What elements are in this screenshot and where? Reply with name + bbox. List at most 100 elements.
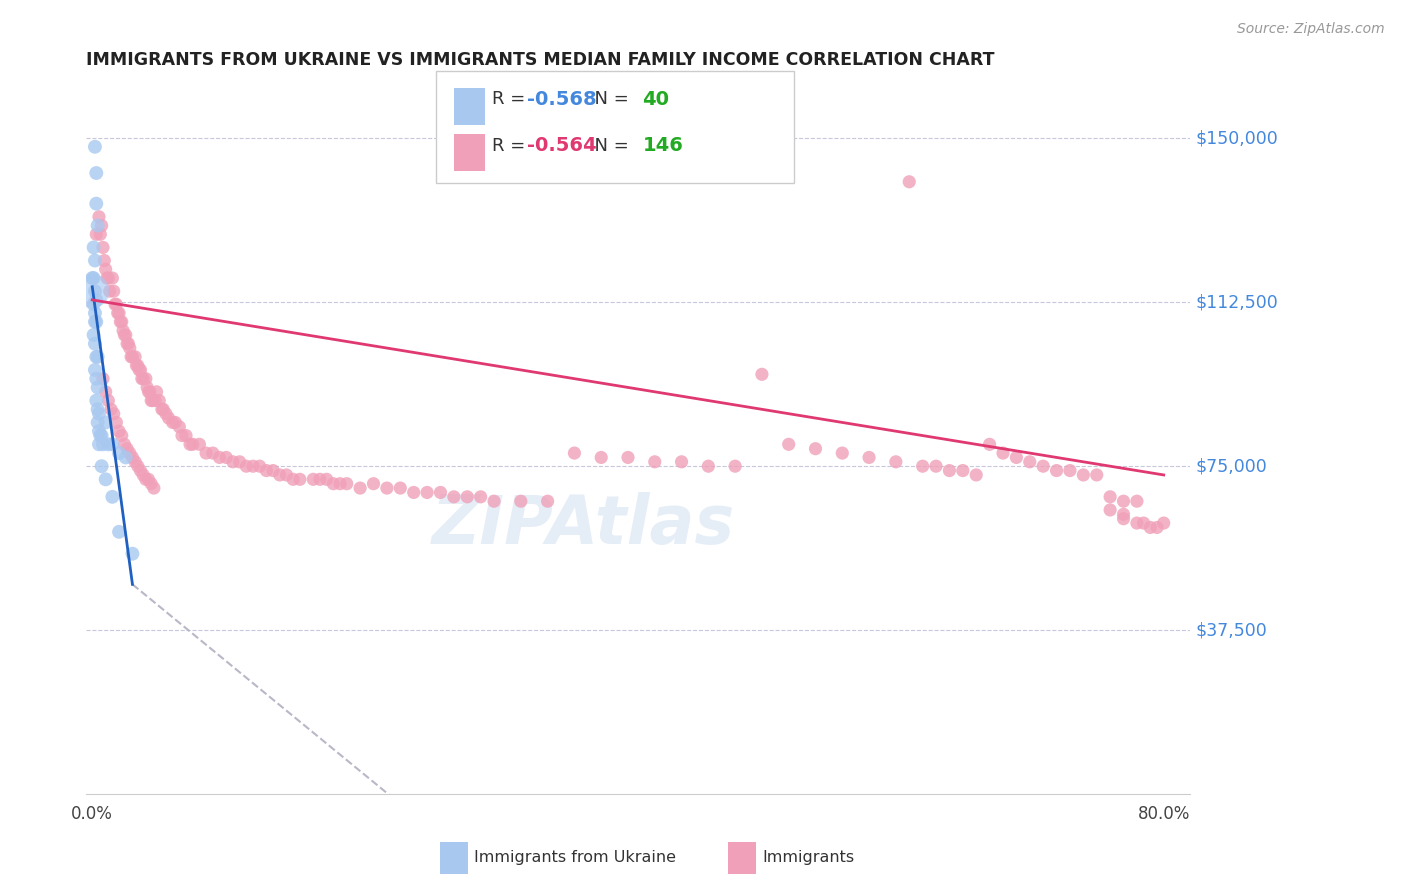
- Point: [136, 380, 159, 394]
- Point: [150, 402, 173, 417]
- Point: [105, 297, 128, 311]
- Point: [127, 459, 149, 474]
- Point: [87, 437, 110, 451]
- Text: R =: R =: [492, 136, 531, 154]
- Point: [1032, 459, 1054, 474]
- Point: [135, 472, 157, 486]
- Point: [443, 490, 465, 504]
- Point: [112, 324, 135, 338]
- Point: [111, 428, 134, 442]
- Point: [564, 446, 586, 460]
- Point: [108, 446, 131, 460]
- Point: [429, 485, 451, 500]
- Point: [222, 455, 245, 469]
- Point: [90, 459, 112, 474]
- Point: [94, 262, 117, 277]
- Point: [128, 363, 150, 377]
- Point: [965, 467, 987, 482]
- Point: [671, 455, 693, 469]
- Text: $112,500: $112,500: [1197, 293, 1278, 311]
- Point: [470, 490, 492, 504]
- Point: [751, 368, 773, 382]
- Point: [302, 472, 325, 486]
- Text: $75,000: $75,000: [1197, 458, 1268, 475]
- Point: [276, 467, 298, 482]
- Point: [269, 467, 291, 482]
- Text: $150,000: $150,000: [1197, 129, 1278, 147]
- Point: [329, 476, 352, 491]
- Point: [148, 393, 170, 408]
- Point: [911, 459, 934, 474]
- Point: [84, 315, 107, 329]
- Point: [83, 271, 105, 285]
- Point: [117, 336, 139, 351]
- Point: [979, 437, 1001, 451]
- Point: [90, 219, 112, 233]
- Point: [858, 450, 880, 465]
- Point: [617, 450, 640, 465]
- Point: [288, 472, 311, 486]
- Point: [195, 446, 218, 460]
- Point: [86, 416, 108, 430]
- Point: [115, 442, 138, 456]
- Point: [1112, 508, 1135, 522]
- Point: [884, 455, 907, 469]
- Point: [114, 327, 136, 342]
- Point: [1099, 503, 1122, 517]
- Text: R =: R =: [492, 90, 531, 109]
- Point: [121, 350, 143, 364]
- Point: [86, 380, 108, 394]
- Point: [254, 464, 277, 478]
- Point: [97, 393, 120, 408]
- Point: [87, 424, 110, 438]
- Text: N =: N =: [583, 90, 636, 109]
- Point: [262, 464, 284, 478]
- Point: [86, 350, 108, 364]
- Point: [1018, 455, 1040, 469]
- Point: [141, 476, 163, 491]
- Point: [249, 459, 271, 474]
- Point: [97, 271, 120, 285]
- Point: [174, 428, 197, 442]
- Point: [94, 472, 117, 486]
- Text: -0.564: -0.564: [527, 136, 598, 155]
- Point: [336, 476, 359, 491]
- Point: [170, 428, 193, 442]
- Point: [82, 271, 104, 285]
- Point: [375, 481, 398, 495]
- Point: [105, 416, 128, 430]
- Point: [84, 363, 107, 377]
- Point: [1132, 516, 1154, 530]
- Point: [139, 384, 162, 399]
- Point: [228, 455, 250, 469]
- Point: [152, 402, 174, 417]
- Point: [108, 524, 131, 539]
- Text: Immigrants from Ukraine: Immigrants from Ukraine: [474, 850, 676, 864]
- Point: [101, 490, 124, 504]
- Point: [84, 293, 107, 307]
- Point: [724, 459, 747, 474]
- Point: [132, 467, 155, 482]
- Point: [124, 455, 146, 469]
- Text: $37,500: $37,500: [1197, 622, 1268, 640]
- Point: [831, 446, 853, 460]
- Point: [91, 437, 114, 451]
- Point: [120, 350, 142, 364]
- Point: [952, 464, 974, 478]
- Point: [309, 472, 332, 486]
- Point: [169, 419, 191, 434]
- Point: [83, 240, 105, 254]
- Point: [208, 450, 231, 465]
- Point: [242, 459, 264, 474]
- Point: [697, 459, 720, 474]
- Point: [91, 372, 114, 386]
- Point: [84, 140, 107, 154]
- Point: [536, 494, 558, 508]
- Point: [129, 464, 152, 478]
- Point: [94, 416, 117, 430]
- Point: [86, 402, 108, 417]
- Point: [1139, 520, 1161, 534]
- Point: [138, 384, 160, 399]
- Point: [1059, 464, 1081, 478]
- Point: [104, 297, 127, 311]
